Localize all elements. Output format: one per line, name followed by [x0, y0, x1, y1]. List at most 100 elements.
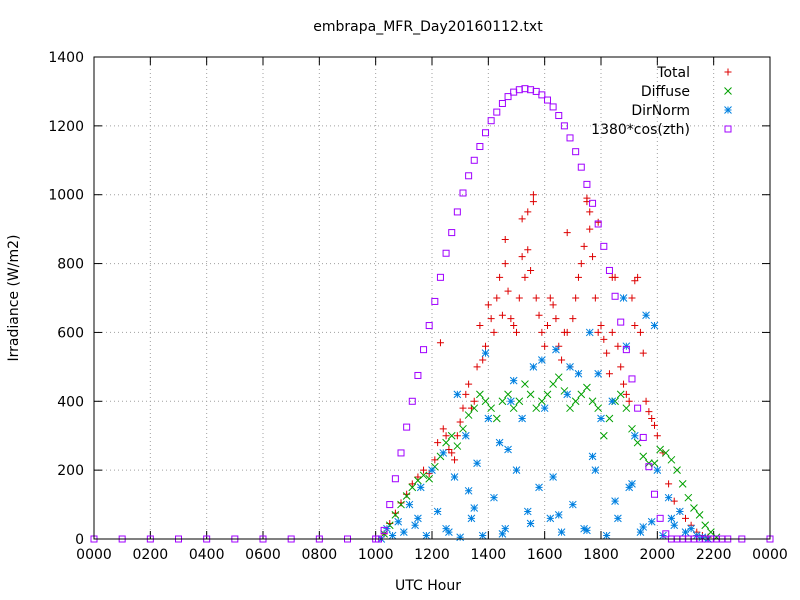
data-point	[461, 431, 470, 440]
data-point	[653, 432, 661, 440]
data-point	[664, 493, 673, 502]
data-point	[397, 500, 405, 509]
data-point	[665, 480, 673, 488]
data-point	[453, 432, 461, 440]
data-point	[574, 273, 582, 281]
x-tick-label: 1000	[358, 547, 394, 563]
data-point	[636, 328, 644, 336]
data-point	[622, 346, 630, 354]
data-point	[622, 390, 630, 398]
legend-label: Diffuse	[641, 84, 690, 100]
data-point	[701, 521, 710, 530]
data-point	[608, 273, 616, 281]
data-point	[690, 504, 698, 512]
data-point	[456, 533, 465, 542]
x-tick-label: 1200	[414, 547, 450, 563]
legend-marker	[724, 68, 732, 76]
y-tick-label: 800	[57, 257, 84, 273]
data-point	[490, 328, 498, 336]
y-tick-label: 1000	[48, 188, 84, 204]
data-point	[614, 514, 622, 523]
data-point	[603, 349, 611, 357]
data-point	[422, 531, 431, 540]
data-point	[563, 328, 571, 336]
data-point	[597, 414, 605, 423]
data-point	[456, 418, 464, 426]
x-tick-label: 0200	[133, 547, 169, 563]
data-point	[653, 466, 662, 474]
data-point	[589, 253, 597, 261]
data-point	[431, 297, 439, 305]
data-point	[504, 93, 512, 101]
data-point	[405, 500, 414, 509]
legend-label: Total	[656, 65, 690, 81]
data-point	[498, 529, 507, 538]
data-point	[568, 500, 577, 509]
data-point	[628, 375, 636, 383]
data-point	[546, 294, 554, 302]
data-point	[510, 88, 518, 96]
data-point	[493, 294, 501, 302]
data-point	[487, 315, 495, 323]
data-point	[436, 273, 444, 281]
legend-label: 1380*cos(zth)	[591, 122, 690, 138]
data-point	[504, 445, 512, 454]
data-point	[541, 342, 549, 350]
data-point	[577, 260, 585, 268]
data-point	[620, 380, 628, 388]
data-point	[594, 369, 603, 378]
data-point	[419, 471, 428, 480]
data-point	[645, 408, 653, 416]
data-point	[394, 517, 403, 526]
data-point	[608, 397, 617, 406]
data-point	[498, 397, 507, 406]
data-point	[481, 349, 490, 357]
data-point	[433, 507, 442, 516]
data-point	[476, 143, 484, 151]
data-point	[507, 315, 515, 323]
grid-lines	[94, 57, 770, 539]
data-point	[571, 397, 580, 406]
data-point	[611, 292, 619, 300]
data-point	[684, 493, 693, 502]
data-point	[436, 339, 444, 347]
data-point	[386, 501, 394, 509]
data-point	[538, 328, 546, 336]
data-point	[605, 266, 613, 274]
data-point	[518, 215, 526, 223]
data-point	[630, 431, 639, 440]
data-point	[504, 287, 512, 295]
data-point	[510, 322, 518, 330]
data-point	[558, 356, 566, 364]
x-tick-label: 0600	[245, 547, 281, 563]
data-point	[498, 311, 506, 319]
plot-frame	[93, 56, 771, 540]
data-point	[549, 380, 557, 388]
x-axis-ticks: 0000 0200 0400 0600 0800 1000 1200 1400 1600 1800…	[76, 57, 788, 563]
data-point	[580, 242, 588, 250]
data-point	[619, 294, 628, 302]
data-point	[554, 511, 563, 519]
data-point	[465, 380, 473, 388]
x-tick-label: 0400	[189, 547, 225, 563]
data-point	[391, 511, 400, 519]
data-point	[560, 122, 568, 130]
data-point	[420, 466, 428, 474]
data-point	[535, 483, 543, 492]
data-point	[634, 273, 642, 281]
data-point	[482, 342, 490, 350]
data-point	[473, 363, 481, 371]
data-point	[566, 363, 574, 371]
data-point	[650, 321, 659, 330]
data-point	[569, 315, 577, 323]
x-axis-label: UTC Hour	[395, 578, 461, 594]
data-point	[617, 363, 625, 371]
data-point	[521, 380, 529, 388]
data-point	[552, 315, 560, 323]
data-point	[479, 356, 487, 364]
data-point	[651, 490, 659, 498]
x-tick-label: 1600	[527, 547, 563, 563]
x-tick-label: 2000	[640, 547, 676, 563]
data-point	[588, 397, 597, 406]
data-point	[481, 397, 490, 406]
